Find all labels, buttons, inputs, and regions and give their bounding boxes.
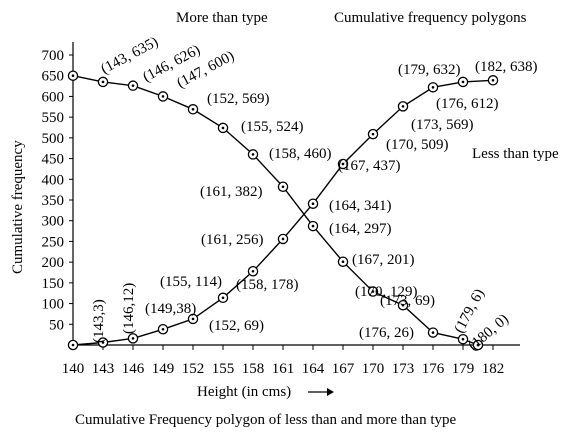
data-label: (173, 569) (411, 117, 474, 133)
y-tick-label: 350 (42, 193, 65, 209)
y-axis-label: Cumulative frequency (10, 140, 26, 274)
data-point-center (131, 84, 135, 87)
data-point-center (401, 303, 405, 307)
data-label: (179, 632) (398, 62, 461, 78)
data-point-center (461, 337, 465, 341)
data-label: (155, 524) (241, 119, 304, 135)
data-label: (152, 569) (207, 91, 270, 107)
y-tick-label: 150 (42, 276, 65, 292)
y-tick-label: 250 (42, 234, 65, 250)
x-axis-label-arrowhead (327, 388, 334, 396)
data-point-center (251, 269, 255, 273)
data-point-center (221, 126, 225, 130)
y-tick-label: 100 (42, 297, 65, 313)
data-point-center (311, 224, 315, 228)
data-point-center (131, 337, 135, 340)
data-label: (182, 638) (475, 59, 538, 75)
data-label: (176, 26) (359, 325, 414, 341)
data-point-center (191, 317, 195, 321)
data-point-center (191, 107, 195, 111)
data-label: (176, 612) (436, 96, 499, 112)
x-tick-label: 173 (392, 361, 415, 377)
data-label: (155, 114) (160, 274, 222, 290)
data-label: (158, 460) (269, 146, 332, 162)
data-point-center (281, 237, 285, 241)
series-points (67, 70, 499, 351)
data-point-center (251, 153, 255, 156)
data-point-center (281, 185, 285, 189)
x-tick-label: 152 (182, 361, 205, 377)
data-point-center (221, 296, 225, 300)
x-tick-label: 146 (122, 361, 145, 377)
data-label: (152, 69) (209, 318, 264, 334)
x-tick-label: 143 (92, 361, 115, 377)
data-point-center (476, 343, 480, 347)
data-label: (161, 256) (201, 232, 264, 248)
data-point-center (101, 341, 105, 344)
x-tick-label: 167 (332, 361, 355, 377)
data-label: (170, 509) (386, 137, 449, 153)
y-tick-label: 400 (42, 172, 65, 188)
data-point-center (311, 202, 315, 206)
data-point-center (461, 80, 465, 84)
data-label: (167, 201) (352, 252, 415, 268)
y-tick-label: 700 (42, 48, 65, 64)
y-tick-label: 450 (42, 152, 65, 168)
data-point-center (71, 74, 75, 78)
x-tick-label: 170 (362, 361, 385, 377)
data-label: (164, 297) (329, 221, 392, 237)
data-label: (158, 178) (236, 277, 299, 293)
x-tick-label: 179 (452, 361, 475, 377)
data-label: (149,38) (145, 301, 196, 317)
y-tick-label: 50 (49, 317, 64, 333)
data-point-center (371, 132, 375, 136)
y-tick-label: 500 (42, 131, 65, 147)
data-point-center (401, 105, 405, 108)
data-point-center (431, 331, 435, 334)
y-tick-label: 300 (42, 214, 65, 230)
x-tick-label: 161 (272, 361, 295, 377)
data-point-center (431, 86, 435, 89)
chart-title: Cumulative frequency polygons (334, 10, 527, 26)
x-axis-label: Height (in cms) (197, 384, 291, 400)
data-label: (143,3) (91, 299, 107, 343)
series-name-less-than: Less than type (472, 146, 559, 162)
x-tick-label: 164 (302, 361, 325, 377)
data-point-center (161, 95, 165, 98)
data-point-center (491, 78, 495, 82)
data-point-center (371, 290, 375, 293)
data-label: (161, 382) (200, 184, 263, 200)
x-tick-label: 149 (152, 361, 175, 377)
data-label: (167, 437) (338, 158, 401, 174)
data-point-center (71, 343, 75, 347)
y-tick-label: 550 (42, 110, 65, 126)
data-label: (170, 129) (355, 284, 418, 300)
data-point-center (341, 162, 345, 166)
data-point-center (161, 327, 165, 331)
axes: 140 143 146 149 152 155 158 161 164 167 170 173 176 1… (42, 42, 520, 396)
y-tick-label: 650 (42, 69, 65, 85)
x-tick-label: 140 (62, 361, 85, 377)
data-label: (164, 341) (329, 198, 392, 214)
data-point-center (101, 80, 105, 84)
series-name-more-than: More than type (176, 10, 268, 26)
data-label: (173, 69) (380, 293, 435, 309)
data-point-center (341, 260, 345, 264)
chart-caption: Cumulative Frequency polygon of less tha… (75, 412, 457, 428)
x-tick-label: 182 (482, 361, 505, 377)
data-label: (146,12) (121, 283, 137, 334)
y-tick-label: 600 (42, 89, 65, 105)
x-tick-label: 176 (422, 361, 445, 377)
y-tick-label: 200 (42, 255, 65, 271)
x-tick-label: 158 (242, 361, 265, 377)
x-tick-label: 155 (212, 361, 235, 377)
